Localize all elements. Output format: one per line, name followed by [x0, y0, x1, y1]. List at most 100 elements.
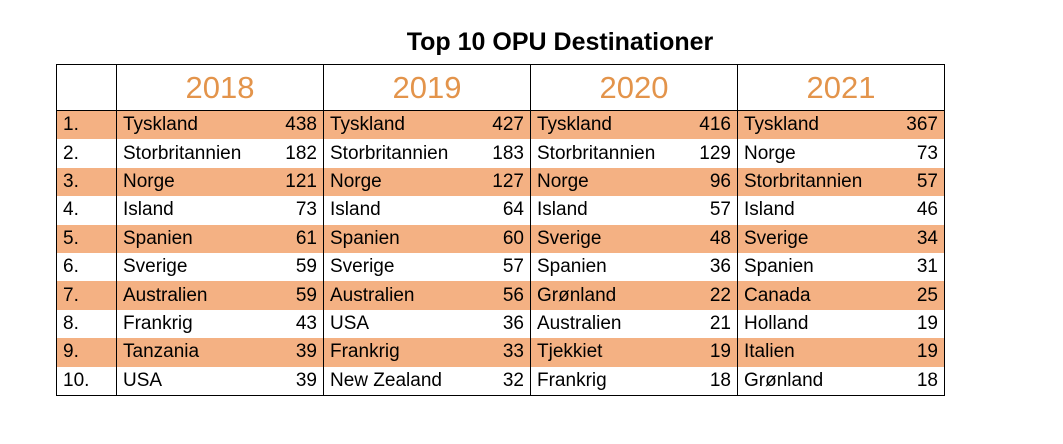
rank-cell: 10. [56, 366, 117, 396]
rank-header [56, 64, 117, 111]
country-cell: Storbritannien [330, 142, 449, 164]
year-header: 2019 [323, 64, 531, 111]
count-cell: 416 [687, 110, 738, 140]
table-row: 2. Storbritannien 182 Storbritannien 183 Stor… [56, 139, 945, 168]
table-title: Top 10 OPU Destinationer [406, 28, 714, 56]
count-cell: 59 [273, 252, 324, 282]
count-cell: 57 [687, 196, 738, 225]
count-cell: 19 [894, 338, 945, 367]
count-cell: 19 [687, 338, 738, 367]
country-cell: Storbritannien [537, 142, 656, 164]
table-row: 1. Tyskland 438 Tyskland 427 Tyskland 416 Tyskl… [56, 110, 945, 140]
country-cell: Tyskland [737, 110, 894, 140]
country-cell: Spanien [537, 256, 607, 278]
count-cell: 129 [687, 139, 738, 168]
rank-cell: 5. [56, 224, 117, 253]
country-cell: Frankrig [537, 369, 607, 391]
rank-cell: 2. [56, 139, 117, 168]
count-cell: 39 [273, 366, 324, 396]
count-cell: 36 [480, 309, 531, 339]
count-cell: 427 [480, 110, 531, 140]
header-row: 2018 2019 2020 2021 [56, 64, 945, 111]
country-cell: Tjekkiet [530, 338, 687, 367]
country-cell: Sverige [530, 224, 687, 253]
year-header: 2018 [116, 64, 324, 111]
rank-cell: 1. [56, 110, 117, 140]
country-cell: Island [744, 199, 795, 221]
table-row: 8. Frankrig 43 USA 36 Australien 21 Holland 19 [56, 309, 945, 339]
country-cell: Island [330, 199, 381, 221]
country-cell: New Zealand [330, 369, 442, 391]
rank-cell: 9. [56, 338, 117, 367]
rank-cell: 7. [56, 281, 117, 310]
table-row: 9. Tanzania 39 Frankrig 33 Tjekkiet 19 Italien 1… [56, 338, 945, 367]
count-cell: 36 [687, 252, 738, 282]
country-cell: Australien [116, 281, 273, 310]
count-cell: 367 [894, 110, 945, 140]
country-cell: Holland [744, 312, 809, 334]
rank-cell: 8. [56, 309, 117, 339]
table-row: 3. Norge 121 Norge 127 Norge 96 Storbritannien 5… [56, 167, 945, 197]
country-cell: Australien [323, 281, 480, 310]
table-row: 7. Australien 59 Australien 56 Grønland 22 Cana… [56, 281, 945, 310]
country-cell: Norge [116, 167, 273, 197]
year-header: 2021 [737, 64, 945, 111]
count-cell: 60 [480, 224, 531, 253]
count-cell: 48 [687, 224, 738, 253]
destinations-table: 2018 2019 2020 2021 1. Tyskland 438 Tyskland 427… [56, 64, 945, 396]
count-cell: 57 [894, 167, 945, 197]
table-row: 4. Island 73 Island 64 Island 57 Island 46 [56, 196, 945, 225]
country-cell: Tyskland [323, 110, 480, 140]
count-cell: 18 [894, 366, 945, 396]
count-cell: 57 [480, 252, 531, 282]
country-cell: Spanien [744, 256, 814, 278]
country-cell: Grønland [744, 369, 824, 391]
count-cell: 31 [894, 252, 945, 282]
count-cell: 22 [687, 281, 738, 310]
country-cell: USA [123, 369, 163, 391]
country-cell: Norge [530, 167, 687, 197]
country-cell: Tyskland [116, 110, 273, 140]
country-cell: Tyskland [530, 110, 687, 140]
count-cell: 438 [273, 110, 324, 140]
count-cell: 73 [894, 139, 945, 168]
country-cell: Australien [537, 312, 622, 334]
country-cell: Spanien [323, 224, 480, 253]
table-row: 6. Sverige 59 Sverige 57 Spanien 36 Spanien 31 [56, 252, 945, 282]
country-cell: Canada [737, 281, 894, 310]
country-cell: Storbritannien [123, 142, 242, 164]
count-cell: 64 [480, 196, 531, 225]
country-cell: Spanien [116, 224, 273, 253]
count-cell: 19 [894, 309, 945, 339]
country-cell: Frankrig [323, 338, 480, 367]
country-cell: Norge [323, 167, 480, 197]
count-cell: 39 [273, 338, 324, 367]
country-cell: Sverige [330, 256, 395, 278]
count-cell: 59 [273, 281, 324, 310]
count-cell: 21 [687, 309, 738, 339]
count-cell: 18 [687, 366, 738, 396]
country-cell: Italien [737, 338, 894, 367]
count-cell: 182 [273, 139, 324, 168]
country-cell: Sverige [123, 256, 188, 278]
count-cell: 61 [273, 224, 324, 253]
count-cell: 96 [687, 167, 738, 197]
count-cell: 183 [480, 139, 531, 168]
country-cell: Norge [744, 142, 796, 164]
count-cell: 43 [273, 309, 324, 339]
country-cell: Island [123, 199, 174, 221]
table-row: 5. Spanien 61 Spanien 60 Sverige 48 Sverige 34 [56, 224, 945, 253]
count-cell: 127 [480, 167, 531, 197]
country-cell: Storbritannien [737, 167, 894, 197]
rank-cell: 6. [56, 252, 117, 282]
count-cell: 56 [480, 281, 531, 310]
count-cell: 46 [894, 196, 945, 225]
year-header: 2020 [530, 64, 738, 111]
table-row: 10. USA 39 New Zealand 32 Frankrig 18 Grønland 1… [56, 366, 945, 396]
count-cell: 25 [894, 281, 945, 310]
count-cell: 73 [273, 196, 324, 225]
count-cell: 33 [480, 338, 531, 367]
rank-cell: 3. [56, 167, 117, 197]
country-cell: USA [330, 312, 370, 334]
count-cell: 32 [480, 366, 531, 396]
